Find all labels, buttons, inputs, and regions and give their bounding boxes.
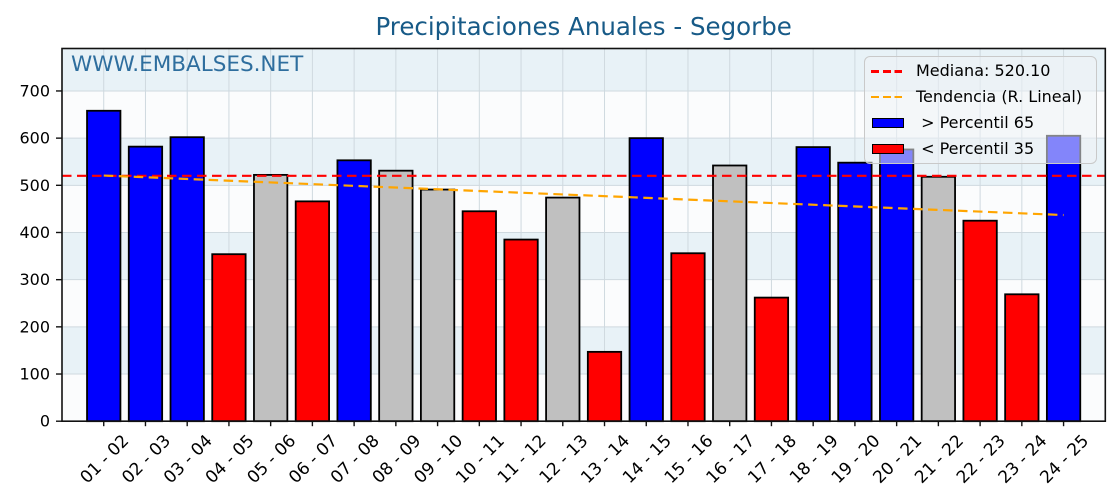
bar-21-22 [920, 175, 956, 423]
legend-rect-swatch [872, 117, 904, 128]
y-tick-label-500: 500 [19, 176, 50, 195]
bar-13-14 [586, 350, 623, 423]
legend-dashed-line-swatch [871, 70, 902, 73]
legend-rect-swatch [872, 143, 904, 154]
bar-10-11 [461, 210, 497, 423]
y-tick-label-100: 100 [19, 365, 50, 384]
y-tick-label-700: 700 [19, 81, 50, 100]
y-tick-label-300: 300 [19, 270, 50, 289]
legend-item-0: Mediana: 520.10 [867, 59, 1088, 85]
bar-05-06 [253, 173, 289, 423]
bar-02-03 [127, 145, 164, 423]
bar-20-21 [879, 148, 915, 423]
bar-01-02 [86, 109, 122, 423]
trend-line [103, 174, 1064, 217]
y-tick-label-400: 400 [19, 223, 50, 242]
bar-08-09 [378, 169, 414, 423]
bar-14-15 [628, 137, 664, 423]
bar-15-16 [670, 252, 706, 423]
legend-item-2: > Percentil 65 [867, 110, 1088, 136]
legend-dashed-line-swatch [871, 95, 902, 99]
bar-12-13 [545, 196, 581, 423]
bar-19-20 [837, 161, 873, 423]
legend-item-3: < Percentil 35 [867, 136, 1088, 162]
bar-23-24 [1004, 293, 1040, 423]
bar-17-18 [753, 296, 790, 423]
watermark-embalses: WWW.EMBALSES.NET [71, 51, 304, 77]
bar-06-07 [294, 200, 330, 423]
axes-spines [61, 47, 1107, 423]
bar-11-12 [503, 238, 539, 423]
bar-16-17 [712, 164, 748, 423]
bar-22-23 [962, 219, 998, 423]
y-tick-label-200: 200 [19, 317, 50, 336]
bar-04-05 [211, 253, 247, 423]
chart-legend: Mediana: 520.10 Tendencia (R. Lineal) > P… [864, 56, 1097, 164]
legend-label: < Percentil 35 [916, 138, 1035, 158]
bar-07-08 [336, 159, 372, 423]
y-tick-label-0: 0 [40, 412, 50, 431]
legend-item-1: Tendencia (R. Lineal) [867, 84, 1088, 110]
legend-label: Tendencia (R. Lineal) [916, 87, 1083, 107]
legend-label: > Percentil 65 [916, 112, 1035, 132]
bar-03-04 [169, 136, 205, 423]
legend-label: Mediana: 520.10 [916, 61, 1051, 81]
bar-09-10 [419, 188, 456, 423]
chart-title: Precipitaciones Anuales - Segorbe [375, 12, 792, 41]
bar-24-25 [1045, 134, 1082, 423]
y-tick-label-600: 600 [19, 129, 50, 148]
bar-18-19 [795, 146, 831, 423]
